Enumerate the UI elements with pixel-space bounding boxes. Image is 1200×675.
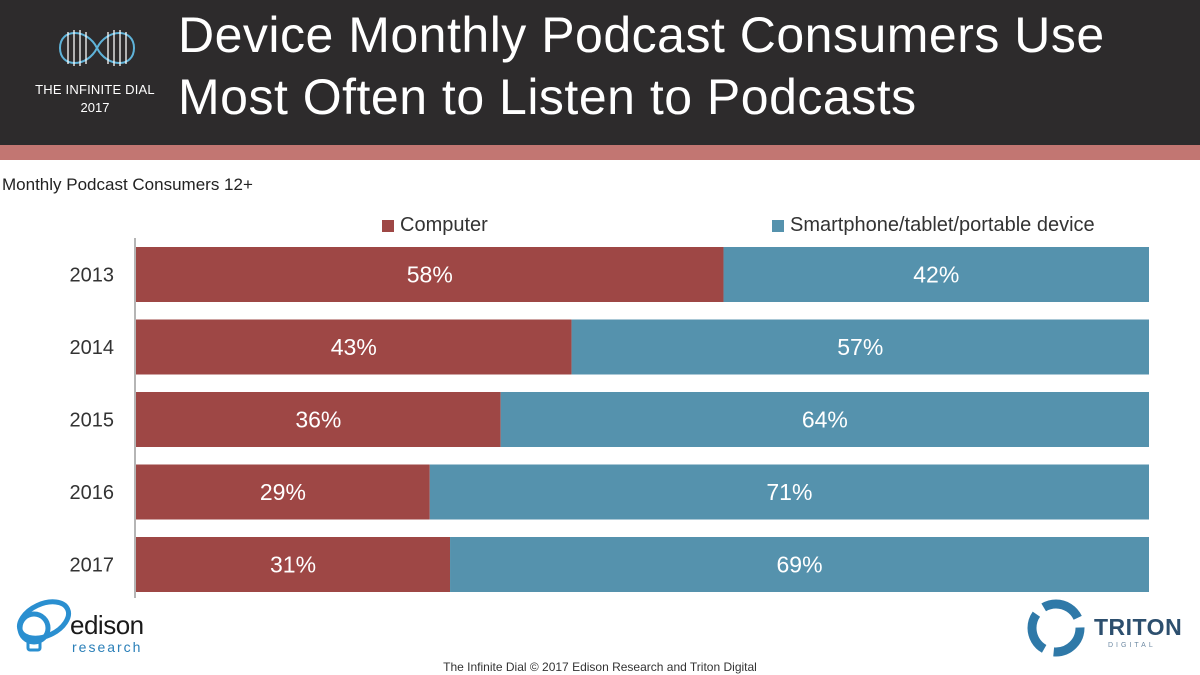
logo-line-2: 2017 (80, 100, 110, 115)
data-label: 71% (766, 479, 812, 505)
legend-swatch-computer (382, 219, 394, 232)
triton-subword: DIGITAL (1108, 642, 1156, 649)
data-label: 43% (331, 334, 377, 360)
edison-research-logo: edison research (10, 596, 170, 658)
data-label: 57% (837, 334, 883, 360)
header-bar: THE INFINITE DIAL 2017 Device Monthly Po… (0, 0, 1200, 145)
data-label: 64% (802, 407, 848, 433)
edison-bulb-icon (16, 599, 72, 652)
y-tick-label: 2017 (70, 555, 115, 577)
title-line-1: Device Monthly Podcast Consumers Use (178, 7, 1105, 63)
data-label: 31% (270, 552, 316, 578)
data-label: 58% (407, 262, 453, 288)
edison-wordmark: edison (70, 610, 144, 640)
bar-segment-computer (136, 319, 572, 375)
infinite-dial-logo: THE INFINITE DIAL 2017 (30, 14, 160, 124)
chart-legend: Computer Smartphone/tablet/portable devi… (0, 214, 1200, 244)
data-label: 42% (913, 262, 959, 288)
edison-subword: research (72, 639, 143, 655)
chart-subtitle: Monthly Podcast Consumers 12+ (2, 175, 253, 194)
infinity-icon (58, 30, 136, 66)
data-label: 29% (260, 479, 306, 505)
bar-segment-computer (136, 247, 724, 302)
data-label: 36% (295, 407, 341, 433)
legend-item-smartphone: Smartphone/tablet/portable device (772, 214, 1095, 237)
triton-digital-logo: TRITON DIGITAL (1026, 596, 1190, 660)
bar-segment-smartphone (500, 392, 1149, 447)
logo-line-1: THE INFINITE DIAL (35, 82, 155, 97)
footer-copyright: The Infinite Dial © 2017 Edison Research… (443, 660, 757, 674)
y-tick-label: 2015 (70, 410, 115, 432)
bar-segment-computer (136, 392, 501, 447)
bar-segment-smartphone (571, 319, 1149, 375)
bar-segment-smartphone (429, 464, 1149, 520)
triton-ring-icon (1027, 599, 1085, 657)
y-tick-label: 2014 (70, 337, 115, 359)
bar-segment-computer (136, 537, 451, 592)
bar-segment-computer (136, 464, 430, 520)
title-line-2: Most Often to Listen to Podcasts (178, 69, 917, 125)
legend-swatch-smartphone (772, 219, 784, 232)
legend-item-computer: Computer (382, 214, 488, 237)
legend-label-smartphone: Smartphone/tablet/portable device (790, 214, 1095, 236)
legend-label-computer: Computer (400, 214, 488, 236)
accent-stripe (0, 145, 1200, 160)
triton-wordmark: TRITON (1094, 614, 1183, 640)
page-title: Device Monthly Podcast Consumers Use Mos… (178, 4, 1188, 128)
bar-segment-smartphone (723, 247, 1149, 302)
y-tick-label: 2013 (70, 265, 115, 287)
y-tick-label: 2016 (70, 482, 115, 504)
bar-segment-smartphone (450, 537, 1149, 592)
data-label: 69% (776, 552, 822, 578)
